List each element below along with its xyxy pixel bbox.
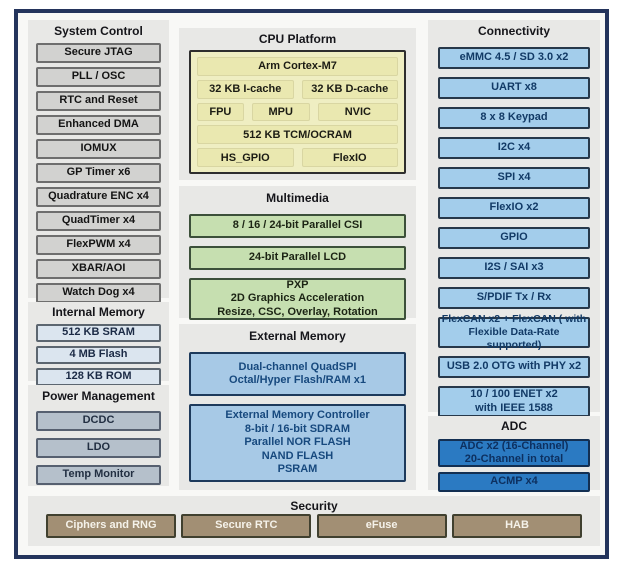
block-secure-jtag: Secure JTAG (36, 43, 161, 63)
block-watchdog: Watch Dog x4 (36, 283, 161, 303)
block-i2s-sai: I2S / SAI x3 (438, 257, 590, 279)
section-title-multimedia: Multimedia (266, 191, 329, 205)
block-usb-otg: USB 2.0 OTG with PHY x2 (438, 356, 590, 378)
block-quadrature-enc: Quadrature ENC x4 (36, 187, 161, 207)
section-multimedia: Multimedia 8 / 16 / 24-bit Parallel CSI … (179, 186, 416, 320)
block-adc-channels: ADC x2 (16-Channel) 20-Channel in total (438, 439, 590, 467)
block-gp-timer: GP Timer x6 (36, 163, 161, 183)
section-title-internal-memory: Internal Memory (52, 305, 145, 319)
block-enet: 10 / 100 ENET x2 with IEEE 1588 (438, 386, 590, 417)
section-title-connectivity: Connectivity (477, 24, 550, 38)
block-ciphers-rng: Ciphers and RNG (46, 514, 176, 538)
block-acmp: ACMP x4 (438, 472, 590, 492)
block-rtc-reset: RTC and Reset (36, 91, 161, 111)
cpu-row-tcm: 512 KB TCM/OCRAM (197, 125, 398, 145)
block-tcm-ocram: 512 KB TCM/OCRAM (197, 125, 398, 145)
block-dcdc: DCDC (36, 411, 161, 431)
block-gpio: GPIO (438, 227, 590, 249)
block-rom: 128 KB ROM (36, 368, 161, 386)
section-title-power-management: Power Management (42, 389, 155, 403)
cpu-row-units: FPU MPU NVIC (197, 102, 398, 122)
block-fpu: FPU (197, 102, 244, 122)
block-pxp: PXP 2D Graphics Acceleration Resize, CSC… (189, 278, 406, 320)
block-arm-cortex-m7: Arm Cortex-M7 (197, 57, 398, 76)
block-nvic: NVIC (317, 102, 398, 122)
section-title-security: Security (290, 499, 338, 513)
security-row: Ciphers and RNG Secure RTC eFuse HAB (46, 514, 582, 538)
section-title-system-control: System Control (54, 24, 143, 38)
block-xbar-aoi: XBAR/AOI (36, 259, 161, 279)
block-keypad: 8 x 8 Keypad (438, 107, 590, 129)
block-hab: HAB (451, 514, 582, 538)
block-dcache: 32 KB D-cache (301, 79, 398, 99)
block-parallel-lcd: 24-bit Parallel LCD (189, 246, 406, 270)
block-flexio: FlexIO (301, 148, 398, 167)
block-ldo: LDO (36, 438, 161, 458)
block-hs-gpio: HS_GPIO (197, 148, 294, 167)
section-title-cpu-platform: CPU Platform (258, 32, 337, 46)
section-adc: ADC ADC x2 (16-Channel) 20-Channel in to… (428, 416, 600, 492)
block-flexpwm: FlexPWM x4 (36, 235, 161, 255)
block-flash: 4 MB Flash (36, 346, 161, 364)
block-spdif: S/PDIF Tx / Rx (438, 287, 590, 309)
section-security: Security Ciphers and RNG Secure RTC eFus… (28, 496, 600, 546)
cpu-core-block: Arm Cortex-M7 32 KB I-cache 32 KB D-cach… (189, 50, 406, 174)
block-sram: 512 KB SRAM (36, 324, 161, 342)
block-flexio-x2: FlexIO x2 (438, 197, 590, 219)
section-external-memory: External Memory Dual-channel QuadSPI Oct… (179, 324, 416, 490)
block-mpu: MPU (251, 102, 310, 122)
cpu-row-core: Arm Cortex-M7 (197, 57, 398, 76)
section-internal-memory: Internal Memory 512 KB SRAM 4 MB Flash 1… (28, 302, 169, 386)
cpu-row-caches: 32 KB I-cache 32 KB D-cache (197, 79, 398, 99)
block-ext-mem-controller: External Memory Controller 8-bit / 16-bi… (189, 404, 406, 482)
block-spi: SPI x4 (438, 167, 590, 189)
block-temp-monitor: Temp Monitor (36, 465, 161, 485)
block-quadspi: Dual-channel QuadSPI Octal/Hyper Flash/R… (189, 352, 406, 396)
block-parallel-csi: 8 / 16 / 24-bit Parallel CSI (189, 214, 406, 238)
block-iomux: IOMUX (36, 139, 161, 159)
section-title-adc: ADC (501, 419, 527, 433)
section-connectivity: Connectivity eMMC 4.5 / SD 3.0 x2 UART x… (428, 20, 600, 417)
block-efuse: eFuse (316, 514, 447, 538)
cpu-row-io: HS_GPIO FlexIO (197, 148, 398, 167)
block-i2c: I2C x4 (438, 137, 590, 159)
section-system-control: System Control Secure JTAG PLL / OSC RTC… (28, 20, 169, 303)
block-secure-rtc: Secure RTC (181, 514, 312, 538)
block-quadtimer: QuadTimer x4 (36, 211, 161, 231)
section-cpu-platform: CPU Platform Arm Cortex-M7 32 KB I-cache… (179, 28, 416, 180)
block-icache: 32 KB I-cache (197, 79, 294, 99)
section-power-management: Power Management DCDC LDO Temp Monitor (28, 385, 169, 486)
block-flexcan: FlexCAN x2 + FlexCAN ( with Flexible Dat… (438, 313, 590, 351)
block-emmc-sd: eMMC 4.5 / SD 3.0 x2 (438, 47, 590, 69)
block-enhanced-dma: Enhanced DMA (36, 115, 161, 135)
section-title-external-memory: External Memory (249, 329, 346, 343)
block-uart: UART x8 (438, 77, 590, 99)
block-pll-osc: PLL / OSC (36, 67, 161, 87)
